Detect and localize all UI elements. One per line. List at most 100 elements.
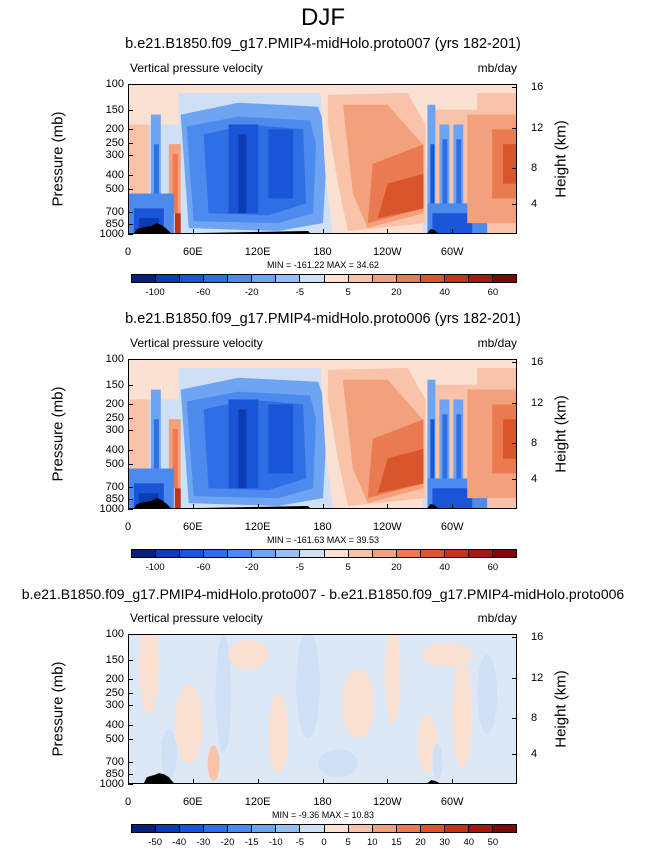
colorbar-swatch: [420, 550, 445, 557]
y-tick-mark: [128, 634, 133, 635]
x-tick-mark: [192, 229, 194, 234]
colorbar-swatch: [132, 550, 157, 557]
y-tick-label: 300: [105, 424, 124, 437]
x-tick-label: 0: [124, 796, 132, 808]
colorbar-tick-label: 15: [391, 837, 402, 848]
contour-field: [129, 360, 516, 508]
y-tick-label: 150: [105, 654, 124, 667]
y-tick-label: 1000: [99, 503, 124, 515]
field-blob: [160, 728, 177, 779]
y-tick-label: 250: [105, 412, 124, 425]
y-tick-label: 850: [105, 218, 124, 231]
field-contour: [129, 124, 149, 204]
y-tick-label-right: 16: [531, 356, 544, 368]
x-tick-mark: [257, 229, 259, 234]
colorbar-swatch: [396, 825, 421, 832]
colorbar-tick-label: 30: [439, 837, 450, 848]
contour-field: [129, 85, 516, 233]
field-contour: [153, 419, 159, 479]
field-contour: [153, 144, 159, 204]
y-tick-mark: [128, 724, 133, 726]
x-tick-label: 60W: [440, 246, 464, 258]
colorbar-swatch: [276, 275, 301, 282]
y-tick-mark: [128, 430, 133, 432]
colorbar-tick-label: 40: [439, 562, 450, 573]
y-tick-mark: [128, 774, 133, 776]
y-tick-label: 200: [105, 672, 124, 685]
colorbar-swatch: [276, 550, 301, 557]
y-tick-label-right: 8: [531, 437, 538, 449]
colorbar-swatch: [396, 550, 421, 557]
x-tick-mark: [192, 504, 194, 509]
colorbar-tick-label: -60: [196, 287, 211, 298]
colorbar-swatch: [444, 825, 469, 832]
colorbar-swatch: [324, 275, 349, 282]
x-tick-mark: [387, 229, 389, 234]
min-max-stats: MIN = -161.63 MAX = 39.53: [266, 535, 380, 545]
y-tick-mark: [128, 739, 133, 741]
colorbar-tick-label: -20: [220, 837, 235, 848]
field-blob: [422, 642, 473, 667]
x-tick-mark: [452, 504, 454, 509]
y-tick-label-right: 4: [531, 748, 538, 760]
field-contour: [503, 419, 516, 459]
colorbar-tick-label: 5: [345, 837, 351, 848]
y-tick-label: 200: [105, 122, 124, 135]
y-tick-mark: [128, 174, 133, 176]
plot-area: [128, 359, 517, 509]
y-axis-label-text: Pressure (mb): [49, 386, 67, 482]
colorbar-swatch: [156, 550, 181, 557]
x-tick-label: 180: [313, 796, 332, 808]
chart-panel: b.e21.B1850.f09_g17.PMIP4-midHolo.proto0…: [0, 586, 646, 856]
variable-units: mb/day: [477, 336, 517, 350]
y-tick-label: 1000: [99, 778, 124, 790]
y-tick-label-right: 12: [531, 671, 544, 684]
field-contour: [456, 139, 462, 229]
y-tick-mark: [128, 403, 133, 405]
field-contour: [129, 85, 516, 93]
y-tick-mark-right: [512, 754, 517, 755]
x-tick-mark: [322, 229, 324, 234]
colorbar-tick-label: 60: [487, 287, 499, 298]
y-tick-label: 100: [105, 628, 124, 640]
colorbar-swatch: [396, 275, 421, 282]
colorbar-tick-label: 5: [345, 562, 351, 573]
y-tick-mark: [128, 693, 133, 695]
y-tick-mark-right: [512, 718, 517, 719]
topography: [133, 223, 171, 233]
colorbar-swatch: [180, 550, 205, 557]
field-contour: [430, 419, 435, 508]
field-contour: [442, 139, 448, 229]
colorbar-swatch: [180, 275, 205, 282]
field-contour: [172, 429, 178, 489]
y-axis-label-text: Pressure (mb): [49, 661, 67, 757]
colorbar-tick-label: -100: [145, 287, 165, 298]
x-tick-label: 120E: [244, 246, 271, 258]
variable-name: Vertical pressure velocity: [130, 61, 263, 75]
y-tick-label-right: 4: [531, 198, 538, 210]
colorbar-tick-label: -20: [244, 562, 259, 573]
field-blob: [228, 639, 269, 670]
y-tick-label: 300: [105, 149, 124, 162]
field-blob: [341, 669, 374, 739]
field-blob: [417, 713, 438, 774]
y-tick-mark: [128, 143, 133, 145]
field-contour: [432, 488, 473, 508]
colorbar-swatch: [204, 275, 229, 282]
field-contour: [268, 129, 294, 199]
x-tick-label: 60E: [183, 521, 203, 533]
variable-units: mb/day: [477, 61, 517, 75]
y-tick-label: 400: [105, 168, 124, 181]
colorbar-tick-label: 20: [391, 562, 402, 573]
colorbar-swatch: [156, 275, 181, 282]
colorbar: [131, 549, 517, 558]
chart-panel: b.e21.B1850.f09_g17.PMIP4-midHolo.proto0…: [0, 311, 646, 581]
field-blob: [452, 659, 473, 769]
y-tick-mark: [128, 110, 133, 112]
y-tick-mark: [128, 660, 133, 662]
colorbar-swatch: [468, 825, 493, 832]
y-tick-mark: [128, 678, 133, 680]
topography: [133, 498, 171, 508]
colorbar-tick-label: -30: [196, 837, 211, 848]
colorbar: [131, 824, 517, 833]
